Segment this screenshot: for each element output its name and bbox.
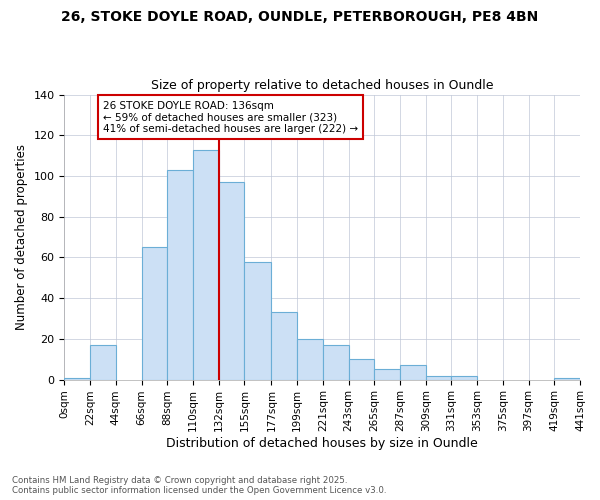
- Text: 26 STOKE DOYLE ROAD: 136sqm
← 59% of detached houses are smaller (323)
41% of se: 26 STOKE DOYLE ROAD: 136sqm ← 59% of det…: [103, 100, 358, 134]
- Bar: [271, 312, 297, 380]
- Bar: [374, 370, 400, 380]
- Bar: [90, 345, 116, 380]
- Bar: [193, 150, 219, 380]
- Bar: [425, 376, 451, 380]
- Bar: [142, 248, 167, 380]
- Bar: [400, 366, 425, 380]
- Bar: [167, 170, 193, 380]
- X-axis label: Distribution of detached houses by size in Oundle: Distribution of detached houses by size …: [166, 437, 478, 450]
- Bar: [323, 345, 349, 380]
- Y-axis label: Number of detached properties: Number of detached properties: [15, 144, 28, 330]
- Bar: [349, 359, 374, 380]
- Bar: [297, 339, 323, 380]
- Bar: [64, 378, 90, 380]
- Bar: [244, 262, 271, 380]
- Bar: [554, 378, 580, 380]
- Title: Size of property relative to detached houses in Oundle: Size of property relative to detached ho…: [151, 79, 493, 92]
- Bar: [219, 182, 244, 380]
- Text: 26, STOKE DOYLE ROAD, OUNDLE, PETERBOROUGH, PE8 4BN: 26, STOKE DOYLE ROAD, OUNDLE, PETERBOROU…: [61, 10, 539, 24]
- Text: Contains HM Land Registry data © Crown copyright and database right 2025.
Contai: Contains HM Land Registry data © Crown c…: [12, 476, 386, 495]
- Bar: [451, 376, 477, 380]
